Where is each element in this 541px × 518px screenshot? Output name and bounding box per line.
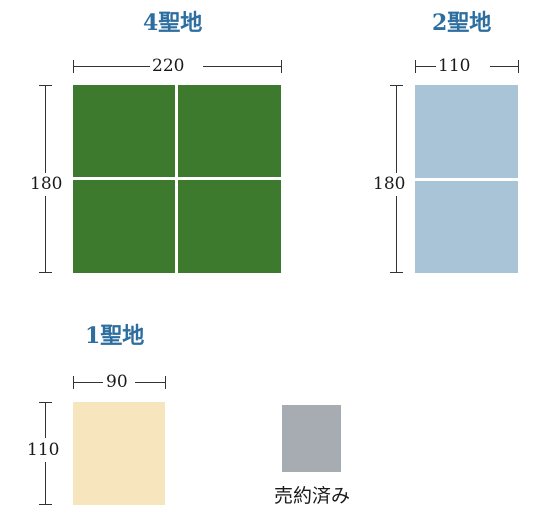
plot-2-height-line-bottom: [396, 196, 397, 273]
plot-4-divider-horizontal: [73, 177, 281, 180]
plot-4-width-label: 220: [152, 56, 185, 76]
plot-4-title: 4聖地: [143, 10, 203, 36]
plot-1-height-line-top: [45, 402, 46, 438]
plot-1-title: 1聖地: [85, 323, 145, 349]
plot-1-height-label: 110: [27, 440, 60, 460]
plot-2-height-tick-bottom: [390, 272, 403, 273]
sold-legend-label: 売約済み: [274, 485, 351, 507]
plot-2-width-line-right: [490, 66, 518, 67]
plot-2-width-line-left: [415, 66, 436, 67]
plot-2-height-label: 180: [373, 174, 406, 194]
plot-4-height-line-bottom: [45, 196, 46, 273]
sold-legend-swatch: [282, 405, 341, 472]
plot-1-width-label: 90: [106, 372, 128, 392]
plot-2-width-label: 110: [438, 56, 471, 76]
plot-2-title: 2聖地: [432, 10, 492, 36]
plot-4-width-line-left: [73, 66, 150, 67]
plot-2-height-line-top: [396, 85, 397, 173]
plot-1-block[interactable]: [73, 402, 165, 505]
plot-2-divider-horizontal: [415, 178, 518, 181]
plot-1-height-line-bottom: [45, 462, 46, 504]
plot-1-height-tick-bottom: [39, 504, 52, 505]
plot-4-height-line-top: [45, 85, 46, 173]
plot-4-width-line-right: [203, 66, 281, 67]
plot-4-width-tick-right: [281, 60, 282, 73]
plot-4-height-label: 180: [30, 174, 63, 194]
plot-2-width-tick-right: [518, 60, 519, 73]
plot-1-width-tick-right: [165, 376, 166, 389]
plot-4-height-tick-bottom: [39, 272, 52, 273]
plot-1-width-line-left: [73, 382, 103, 383]
plot-1-width-line-right: [135, 382, 165, 383]
